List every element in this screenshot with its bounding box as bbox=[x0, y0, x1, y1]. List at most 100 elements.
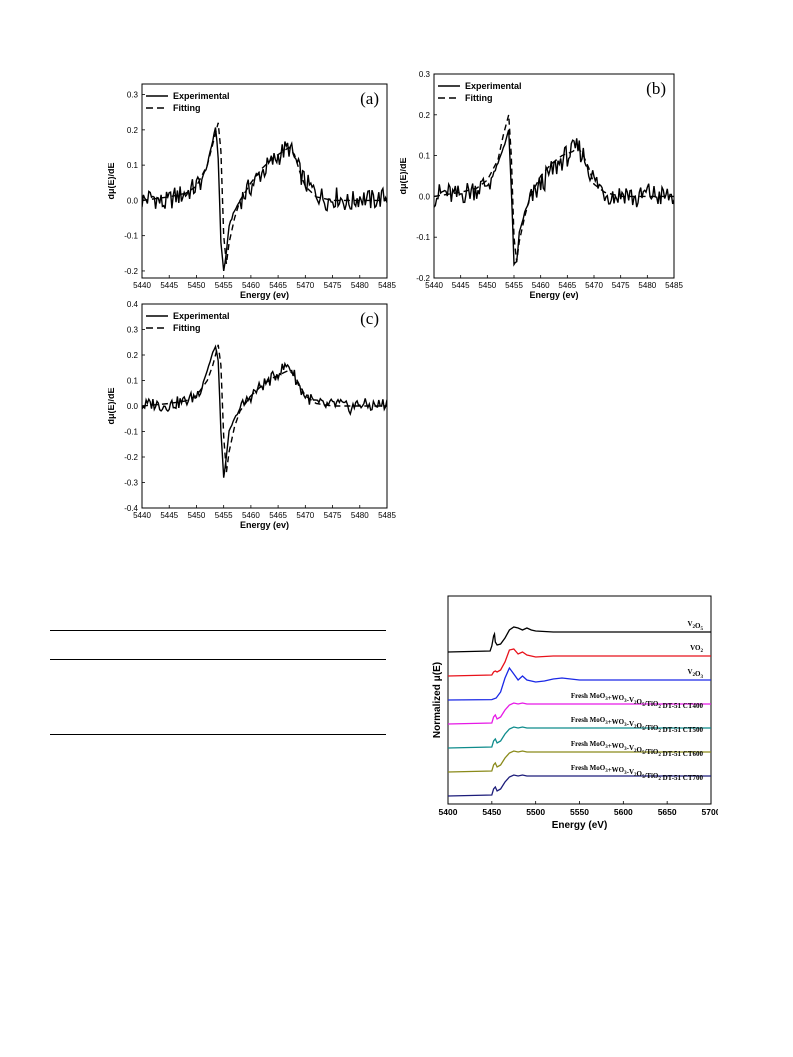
y-tick-label: -0.2 bbox=[416, 274, 430, 283]
series-label-part: O bbox=[637, 722, 643, 730]
x-tick-label: 5455 bbox=[215, 511, 233, 520]
chart-panel-d: 5400 5450 5500 5550 5600 5650 5700 Energy (eV) N… bbox=[428, 590, 721, 836]
panel-label: (a) bbox=[360, 89, 379, 108]
series-label-part: 2 bbox=[693, 673, 696, 678]
chart-c-svg: 5440 5445 5450 5455 5460 5465 5470 5475 5480 5485… bbox=[106, 300, 396, 530]
series-label-part: 2 bbox=[634, 749, 637, 754]
series-label-part: O bbox=[637, 770, 643, 778]
series-line bbox=[447, 626, 711, 653]
series-label-part: DT-51 CT700 bbox=[661, 774, 704, 782]
series-label-part: -V bbox=[627, 720, 634, 728]
series-label-part: 3 bbox=[624, 747, 627, 752]
y-tick-label: 0.2 bbox=[127, 126, 139, 135]
series-label-part: O bbox=[637, 746, 643, 754]
series-label-part: +WO bbox=[608, 718, 625, 726]
x-tick-label: 5480 bbox=[351, 511, 369, 520]
y-tick-label: -0.3 bbox=[124, 479, 138, 488]
y-tick-label: 0.1 bbox=[419, 152, 431, 161]
y-axis-label: dμ(E)/dE bbox=[108, 387, 116, 424]
x-tick-label: 5465 bbox=[269, 511, 287, 520]
table-bottom-rule bbox=[50, 734, 386, 735]
plot-frame bbox=[433, 73, 675, 279]
y-tick-label: 0.3 bbox=[127, 91, 139, 100]
series-label-part: 2 bbox=[658, 777, 661, 782]
series-label-part: 2 bbox=[693, 625, 696, 630]
table-top-rule bbox=[50, 630, 386, 631]
series-line bbox=[447, 726, 711, 749]
y-tick-label: -0.2 bbox=[124, 267, 138, 276]
x-tick-label: 5445 bbox=[160, 511, 178, 520]
series-label-part: /TiO bbox=[643, 772, 658, 780]
series-line bbox=[447, 750, 711, 773]
y-tick-label: 0.0 bbox=[127, 196, 139, 205]
panel-label: (b) bbox=[646, 79, 666, 98]
x-tick-label: 5480 bbox=[638, 281, 656, 290]
series-label-part: 2 bbox=[634, 725, 637, 730]
x-tick-label: 5450 bbox=[478, 281, 496, 290]
series-label-part: 2 bbox=[701, 649, 704, 654]
y-tick-label: -0.1 bbox=[124, 232, 138, 241]
y-tick-label: 0.3 bbox=[419, 70, 431, 79]
y-tick-label: 0.2 bbox=[127, 351, 139, 360]
y-tick-label: 0.2 bbox=[419, 111, 431, 120]
series-label-part: O bbox=[695, 622, 701, 630]
chart-panel-a: 5440 5445 5450 5455 5460 5465 5470 5475 5480 5485… bbox=[106, 78, 398, 300]
series-label: VO2 bbox=[690, 644, 703, 654]
series-label-part: DT-51 CT600 bbox=[661, 750, 704, 758]
table-header-rule bbox=[50, 659, 386, 660]
series-label: Fresh MoO3+WO3-V2O5/TiO2 DT-51 CT600 bbox=[571, 740, 704, 758]
y-tick-label: 0.1 bbox=[127, 161, 139, 170]
y-tick-label: -0.4 bbox=[124, 504, 138, 513]
x-tick-label: 5550 bbox=[570, 807, 589, 817]
series-line bbox=[447, 666, 711, 701]
x-tick-label: 5450 bbox=[188, 281, 206, 290]
chart-panel-c: 5440 5445 5450 5455 5460 5465 5470 5475 5480 5485… bbox=[106, 298, 398, 536]
y-tick-label: 0.4 bbox=[127, 300, 139, 309]
series-label-part: -V bbox=[627, 744, 634, 752]
plot-frame bbox=[141, 83, 388, 279]
series-label-part: 5 bbox=[642, 703, 645, 708]
series-line-fitting bbox=[142, 344, 387, 473]
x-tick-label: 5460 bbox=[532, 281, 550, 290]
series-label-part: /TiO bbox=[643, 748, 658, 756]
legend-label-fitting: Fitting bbox=[465, 93, 493, 103]
series-line-experimental bbox=[142, 344, 387, 478]
y-tick-label: 0.0 bbox=[419, 192, 431, 201]
series-label-part: 3 bbox=[624, 699, 627, 704]
series-line-fitting bbox=[434, 114, 674, 262]
series-label-part: VO bbox=[690, 644, 701, 652]
series-label-part: 3 bbox=[605, 697, 608, 702]
x-tick-label: 5450 bbox=[482, 807, 501, 817]
series-label-part: V bbox=[687, 668, 692, 676]
x-tick-label: 5445 bbox=[160, 281, 178, 290]
x-tick-label: 5480 bbox=[351, 281, 369, 290]
x-tick-label: 5470 bbox=[296, 511, 314, 520]
y-tick-label: -0.1 bbox=[416, 233, 430, 242]
series-line-fitting bbox=[142, 122, 387, 264]
x-tick-label: 5500 bbox=[526, 807, 545, 817]
legend-label-fitting: Fitting bbox=[173, 323, 201, 333]
series-label-part: 3 bbox=[605, 769, 608, 774]
x-tick-label: 5455 bbox=[505, 281, 523, 290]
series-line bbox=[447, 774, 711, 797]
series-label: Fresh MoO3+WO3-V2O5/TiO2 DT-51 CT500 bbox=[571, 716, 704, 734]
y-tick-label: 0.0 bbox=[127, 402, 139, 411]
x-axis-label: Energy (ev) bbox=[240, 290, 289, 300]
series-label-part: +WO bbox=[608, 766, 625, 774]
series-label-part: 3 bbox=[624, 771, 627, 776]
series-label: Fresh MoO3+WO3-V2O5/TiO2 DT-51 CT700 bbox=[571, 764, 704, 782]
legend-label-experimental: Experimental bbox=[173, 91, 230, 101]
y-tick-label: 0.1 bbox=[127, 377, 139, 386]
series-label-part: 5 bbox=[701, 627, 704, 632]
series-label-part: Fresh MoO bbox=[571, 764, 606, 772]
x-tick-label: 5440 bbox=[425, 281, 443, 290]
series-label-part: 3 bbox=[605, 721, 608, 726]
x-tick-label: 5470 bbox=[296, 281, 314, 290]
x-tick-label: 5485 bbox=[378, 281, 396, 290]
x-tick-label: 5440 bbox=[133, 281, 151, 290]
panel-label: (c) bbox=[360, 309, 379, 328]
series-label-part: O bbox=[637, 698, 643, 706]
y-axis-label: Normalized μ(E) bbox=[432, 662, 443, 738]
x-tick-label: 5450 bbox=[188, 511, 206, 520]
x-tick-label: 5600 bbox=[614, 807, 633, 817]
